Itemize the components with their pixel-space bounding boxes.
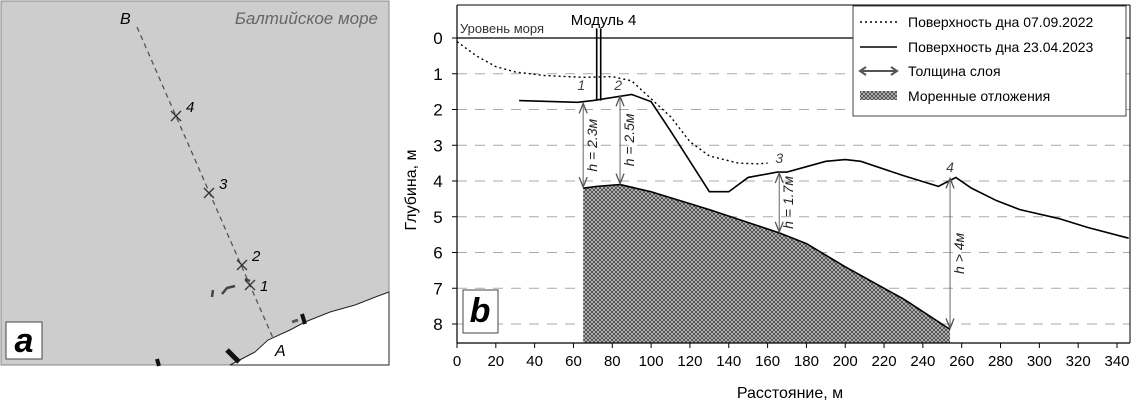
bottom-2023-line [519,93,1129,239]
x-tick-label: 120 [677,353,702,370]
station-label: 1 [260,278,268,295]
legend: Поверхность дна 07.09.2022 Поверхность дн… [852,5,1127,117]
x-tick-label: 20 [487,353,504,370]
y-tick-label: 4 [433,172,442,191]
legend-entry: Толщина слоя [908,63,1001,79]
arrowhead-icon [774,171,784,234]
panel-label-b: b [470,292,491,330]
groyne [300,313,307,325]
arrowhead-icon [578,101,588,189]
y-tick-label: 3 [433,136,442,155]
x-tick-label: 180 [794,353,819,370]
x-tick-label: 300 [1027,353,1052,370]
map-panel: 1 2 3 4 B A Балтийское море a [0,0,390,367]
panel-label-box [5,321,43,360]
station-cross-icon [170,110,182,122]
legend-entry: Поверхность дна 07.09.2022 [908,14,1094,30]
arrowhead-icon [945,176,955,331]
x-tick-label: 240 [910,353,935,370]
y-tick-label: 2 [433,101,442,120]
y-tick-label: 1 [433,65,442,84]
x-tick-label: 80 [604,353,621,370]
station-label: 2 [613,77,622,93]
x-tick-label: 200 [833,353,858,370]
station-label: 4 [186,99,194,116]
y-axis-label: Глубина, м [403,149,420,230]
x-tick-label: 160 [755,353,780,370]
station-label: 4 [946,159,954,175]
legend-entry: Поверхность дна 23.04.2023 [908,39,1094,55]
legend-hatch-icon [860,91,897,100]
station-label: 3 [219,176,228,193]
structure [291,318,299,324]
station-cross-icon [244,279,256,291]
moraine-surface-line [583,183,951,331]
y-tick-label: 6 [433,244,442,263]
x-tick-label: 0 [453,353,461,370]
sea-title: Балтийское море [235,9,378,28]
station-cross-icon [236,259,248,271]
thickness-label: h = 2.5м [621,113,637,166]
x-axis-label: Расстояние, м [737,385,843,402]
station-cross-icon [203,187,215,199]
module-label: Модуль 4 [571,12,637,29]
station-label: 3 [775,150,783,166]
x-tick-label: 340 [1104,353,1129,370]
groyne [225,348,241,364]
panel-label-a: a [15,322,34,360]
thickness-label: h = 2.3м [584,118,600,171]
legend-double-arrow-icon [858,66,899,76]
point-b-label: B [120,11,131,28]
y-tick-label: 7 [433,279,442,298]
station-label: 1 [577,77,585,93]
thickness-label: h > 4м [951,232,967,274]
bottom-2022-line [456,41,768,165]
x-tick-label: 280 [988,353,1013,370]
structure [210,277,251,298]
thickness-label: h = 1.7м [780,176,796,229]
legend-entry: Моренные отложения [908,88,1050,104]
land-area [229,291,390,366]
groyne [155,358,161,367]
y-tick-label: 8 [433,315,442,334]
x-tick-label: 40 [526,353,543,370]
panel-label-box [462,289,499,334]
x-tick-label: 220 [872,353,897,370]
moraine-deposits-area [583,184,951,343]
station-label: 2 [251,248,261,265]
point-a-label: A [274,343,286,360]
arrowhead-icon [615,94,625,186]
x-tick-label: 320 [1066,353,1091,370]
sea-area [0,0,390,366]
x-tick-label: 140 [716,353,741,370]
legend-box [852,5,1127,117]
x-tick-label: 100 [639,353,664,370]
y-tick-label: 0 [433,29,442,48]
y-tick-label: 5 [433,208,442,227]
x-tick-label: 60 [565,353,582,370]
x-tick-label: 260 [949,353,974,370]
sea-level-label: Уровень моря [460,21,544,36]
